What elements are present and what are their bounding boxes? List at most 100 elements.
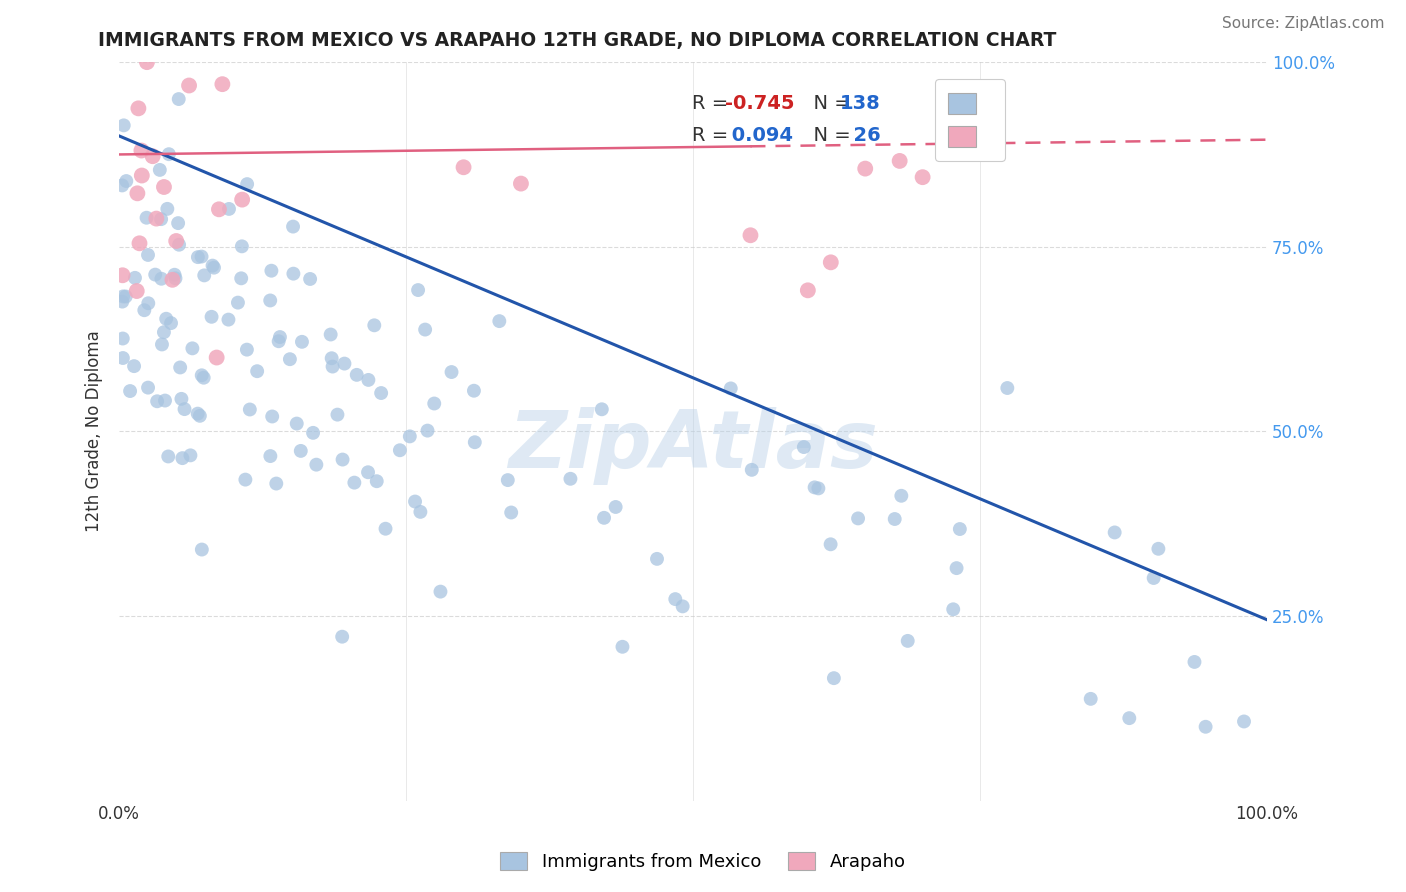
Point bbox=[262, 409, 284, 424]
Point bbox=[949, 522, 972, 536]
Point bbox=[157, 147, 180, 161]
Point bbox=[945, 561, 967, 575]
Point bbox=[193, 370, 215, 384]
Point bbox=[560, 472, 582, 486]
Point bbox=[157, 450, 180, 464]
Point bbox=[150, 271, 173, 285]
Point bbox=[112, 289, 135, 303]
Text: 0.094: 0.094 bbox=[725, 127, 793, 145]
Point bbox=[231, 193, 253, 207]
Point bbox=[134, 303, 156, 318]
Point bbox=[136, 248, 159, 262]
Point bbox=[322, 359, 344, 374]
Point bbox=[357, 373, 380, 387]
Point bbox=[187, 407, 209, 421]
Point bbox=[111, 178, 134, 193]
Point bbox=[202, 260, 225, 275]
Point bbox=[823, 671, 845, 685]
Point bbox=[1104, 525, 1126, 540]
Point bbox=[120, 384, 142, 398]
Point bbox=[128, 236, 150, 251]
Point bbox=[260, 263, 283, 277]
Point bbox=[453, 161, 475, 175]
Point bbox=[231, 239, 253, 253]
Point bbox=[200, 310, 222, 324]
Point bbox=[150, 337, 173, 351]
Point bbox=[167, 92, 190, 106]
Point bbox=[803, 480, 825, 494]
Point bbox=[165, 271, 187, 285]
Point bbox=[409, 505, 432, 519]
Point bbox=[145, 211, 167, 226]
Point bbox=[883, 512, 905, 526]
Point bbox=[890, 489, 912, 503]
Point bbox=[142, 149, 165, 163]
Point bbox=[259, 449, 281, 463]
Point bbox=[278, 352, 301, 367]
Point bbox=[146, 394, 169, 409]
Point bbox=[177, 78, 200, 93]
Point bbox=[423, 396, 446, 410]
Point bbox=[153, 325, 176, 339]
Point bbox=[236, 343, 259, 357]
Point bbox=[111, 332, 134, 346]
Point bbox=[136, 55, 159, 70]
Point bbox=[136, 296, 159, 310]
Point bbox=[111, 351, 134, 365]
Point bbox=[170, 392, 193, 406]
Point bbox=[720, 381, 742, 395]
Point bbox=[464, 435, 486, 450]
Point bbox=[167, 216, 190, 230]
Point bbox=[299, 272, 322, 286]
Text: -0.745: -0.745 bbox=[725, 94, 794, 113]
Point bbox=[285, 417, 308, 431]
Text: R =: R = bbox=[692, 127, 734, 145]
Point bbox=[190, 250, 212, 264]
Point bbox=[496, 473, 519, 487]
Point bbox=[153, 180, 176, 194]
Point bbox=[366, 474, 388, 488]
Point bbox=[1080, 691, 1102, 706]
Text: ZipAtlas: ZipAtlas bbox=[508, 407, 877, 485]
Point bbox=[820, 537, 842, 551]
Point bbox=[388, 443, 411, 458]
Point bbox=[131, 169, 153, 183]
Point bbox=[193, 268, 215, 283]
Point bbox=[591, 402, 613, 417]
Point bbox=[165, 234, 187, 248]
Point bbox=[793, 440, 815, 454]
Point bbox=[167, 237, 190, 252]
Text: N =: N = bbox=[801, 127, 858, 145]
Point bbox=[440, 365, 463, 379]
Point bbox=[150, 212, 173, 227]
Point bbox=[501, 506, 523, 520]
Text: N =: N = bbox=[801, 94, 858, 113]
Text: 26: 26 bbox=[839, 127, 880, 145]
Point bbox=[911, 170, 934, 185]
Point bbox=[125, 284, 148, 298]
Point bbox=[332, 452, 354, 467]
Point bbox=[172, 451, 194, 466]
Point bbox=[236, 177, 259, 191]
Point bbox=[416, 424, 439, 438]
Point bbox=[290, 444, 312, 458]
Point bbox=[160, 316, 183, 330]
Point bbox=[463, 384, 485, 398]
Point bbox=[218, 202, 240, 216]
Point bbox=[406, 283, 429, 297]
Point bbox=[363, 318, 385, 333]
Point bbox=[191, 542, 214, 557]
Point bbox=[188, 409, 211, 423]
Point bbox=[612, 640, 634, 654]
Point bbox=[122, 359, 145, 373]
Point bbox=[131, 144, 153, 158]
Point bbox=[269, 330, 291, 344]
Text: Source: ZipAtlas.com: Source: ZipAtlas.com bbox=[1222, 16, 1385, 31]
Point bbox=[187, 250, 209, 264]
Point bbox=[319, 327, 342, 342]
Point bbox=[1118, 711, 1140, 725]
Point bbox=[942, 602, 965, 616]
Point bbox=[995, 381, 1018, 395]
Point bbox=[112, 119, 135, 133]
Point bbox=[127, 101, 149, 115]
